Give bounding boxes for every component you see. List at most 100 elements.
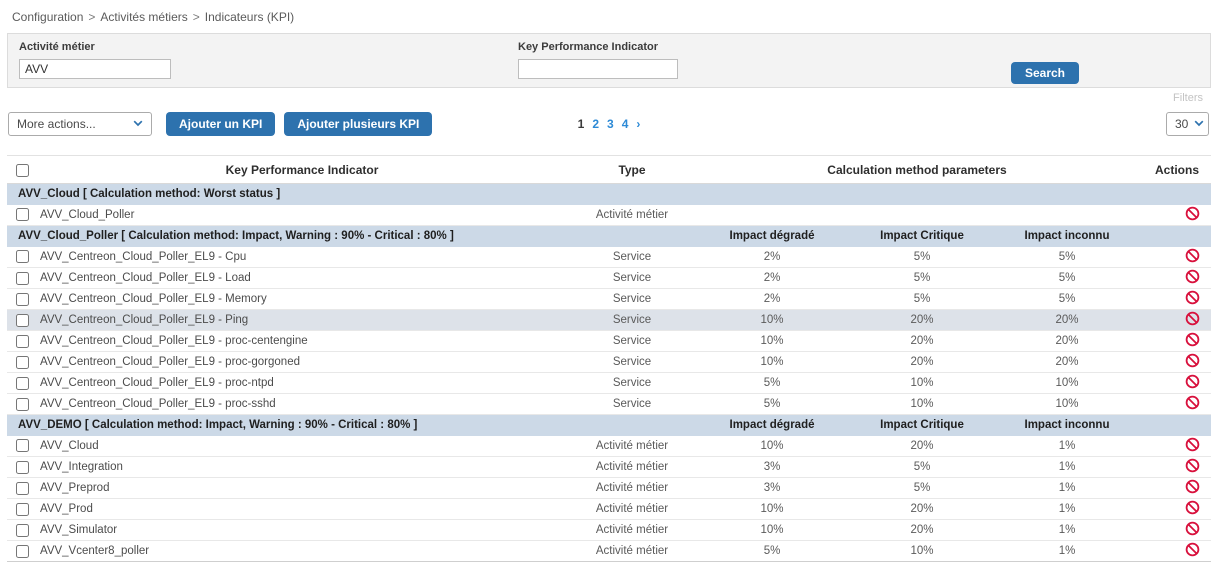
kpi-name-link[interactable]: AVV_Centreon_Cloud_Poller_EL9 - proc-cen… xyxy=(40,335,308,347)
filters-link[interactable]: Filters xyxy=(1173,92,1203,104)
search-button[interactable]: Search xyxy=(1010,62,1079,84)
kpi-name-link[interactable]: AVV_Integration xyxy=(40,461,123,473)
breadcrumb-configuration[interactable]: Configuration xyxy=(12,10,84,24)
kpi-name-cell: AVV_Simulator xyxy=(37,519,567,541)
impact-degrade-value: 2% xyxy=(697,267,847,289)
pagination-page-3[interactable]: 3 xyxy=(607,116,614,131)
kpi-name-cell: AVV_Centreon_Cloud_Poller_EL9 - proc-ntp… xyxy=(37,372,567,394)
delete-kpi-icon[interactable] xyxy=(1185,248,1200,263)
impact-critique-value: 20% xyxy=(847,351,997,373)
row-actions-cell xyxy=(1137,435,1211,457)
row-checkbox[interactable] xyxy=(16,271,29,285)
row-checkbox-cell xyxy=(7,393,37,415)
param-column-header: Impact dégradé xyxy=(697,225,847,247)
param-column-header: Impact Critique xyxy=(847,225,997,247)
impact-critique-value: 20% xyxy=(847,498,997,520)
row-checkbox[interactable] xyxy=(16,292,29,306)
pagination-next[interactable]: › xyxy=(636,116,641,131)
row-actions-cell xyxy=(1137,477,1211,499)
row-checkbox[interactable] xyxy=(16,502,29,516)
select-all-checkbox[interactable] xyxy=(16,163,29,177)
breadcrumb-activites-metiers[interactable]: Activités métiers xyxy=(100,10,188,24)
delete-kpi-icon[interactable] xyxy=(1185,542,1200,557)
row-checkbox[interactable] xyxy=(16,397,29,411)
column-header-type: Type xyxy=(567,155,697,184)
param-column-header xyxy=(997,183,1137,205)
pagination-page-2[interactable]: 2 xyxy=(592,116,599,131)
kpi-name-link[interactable]: AVV_Centreon_Cloud_Poller_EL9 - Load xyxy=(40,272,251,284)
pagination-page-4[interactable]: 4 xyxy=(621,116,629,131)
impact-inconnu-value: 1% xyxy=(997,456,1137,478)
activity-field-group: Activité métier xyxy=(19,41,171,79)
row-checkbox[interactable] xyxy=(16,250,29,264)
no-entry-icon xyxy=(1185,311,1200,326)
impact-critique-value: 5% xyxy=(847,246,997,268)
kpi-name-link[interactable]: AVV_Prod xyxy=(40,503,93,515)
group-actions-cell xyxy=(1137,225,1211,247)
kpi-name-link[interactable]: AVV_Cloud xyxy=(40,439,99,452)
delete-kpi-icon[interactable] xyxy=(1185,500,1200,515)
delete-kpi-icon[interactable] xyxy=(1185,395,1200,410)
kpi-table: Key Performance Indicator Type Calculati… xyxy=(7,155,1211,562)
delete-kpi-icon[interactable] xyxy=(1185,332,1200,347)
delete-kpi-icon[interactable] xyxy=(1185,437,1200,452)
row-checkbox[interactable] xyxy=(16,439,29,453)
kpi-name-link[interactable]: AVV_Centreon_Cloud_Poller_EL9 - proc-gor… xyxy=(40,356,300,368)
kpi-name-cell: AVV_Centreon_Cloud_Poller_EL9 - proc-ssh… xyxy=(37,393,567,415)
row-checkbox[interactable] xyxy=(16,544,29,558)
impact-inconnu-value: 5% xyxy=(997,246,1137,268)
row-checkbox[interactable] xyxy=(16,313,29,327)
kpi-name-link[interactable]: AVV_Centreon_Cloud_Poller_EL9 - Memory xyxy=(40,293,267,305)
delete-kpi-icon[interactable] xyxy=(1185,206,1200,221)
impact-critique-value: 5% xyxy=(847,456,997,478)
delete-kpi-icon[interactable] xyxy=(1185,353,1200,368)
delete-kpi-icon[interactable] xyxy=(1185,269,1200,284)
impact-critique-value: 10% xyxy=(847,393,997,415)
impact-inconnu-value: 5% xyxy=(997,267,1137,289)
chevron-down-icon xyxy=(133,120,143,127)
delete-kpi-icon[interactable] xyxy=(1185,374,1200,389)
delete-kpi-icon[interactable] xyxy=(1185,479,1200,494)
no-entry-icon xyxy=(1185,248,1200,263)
row-checkbox-cell xyxy=(7,204,37,226)
kpi-name-link[interactable]: AVV_Preprod xyxy=(40,482,110,494)
page-size-select[interactable]: 30 xyxy=(1166,111,1209,136)
kpi-row: AVV_Integration Activité métier 3% 5% 1% xyxy=(7,456,1211,478)
row-actions-cell xyxy=(1137,372,1211,394)
row-checkbox[interactable] xyxy=(16,355,29,369)
no-entry-icon xyxy=(1185,395,1200,410)
kpi-input[interactable] xyxy=(518,59,678,79)
activity-input[interactable] xyxy=(19,59,171,79)
kpi-group-header-row: AVV_DEMO [ Calculation method: Impact, W… xyxy=(7,414,1211,436)
kpi-name-link[interactable]: AVV_Centreon_Cloud_Poller_EL9 - Cpu xyxy=(40,250,247,263)
more-actions-select[interactable]: More actions... xyxy=(8,111,152,136)
row-checkbox[interactable] xyxy=(16,208,29,222)
kpi-name-link[interactable]: AVV_Centreon_Cloud_Poller_EL9 - Ping xyxy=(40,314,249,326)
kpi-name-link[interactable]: AVV_Vcenter8_poller xyxy=(40,545,150,557)
row-checkbox[interactable] xyxy=(16,376,29,390)
row-actions-cell xyxy=(1137,309,1211,331)
impact-degrade-value: 2% xyxy=(697,246,847,268)
delete-kpi-icon[interactable] xyxy=(1185,521,1200,536)
kpi-name-link[interactable]: AVV_Cloud_Poller xyxy=(40,208,135,221)
group-title: AVV_DEMO [ Calculation method: Impact, W… xyxy=(7,414,697,436)
param-column-header xyxy=(847,183,997,205)
row-checkbox[interactable] xyxy=(16,334,29,348)
row-checkbox[interactable] xyxy=(16,523,29,537)
chevron-down-icon xyxy=(1194,120,1204,127)
kpi-name-link[interactable]: AVV_Simulator xyxy=(40,524,118,536)
kpi-name-link[interactable]: AVV_Centreon_Cloud_Poller_EL9 - proc-ntp… xyxy=(40,377,274,389)
row-checkbox-cell xyxy=(7,351,37,373)
add-kpi-button[interactable]: Ajouter un KPI xyxy=(166,111,276,136)
delete-kpi-icon[interactable] xyxy=(1185,290,1200,305)
no-entry-icon xyxy=(1185,269,1200,284)
delete-kpi-icon[interactable] xyxy=(1185,458,1200,473)
impact-degrade-value: 10% xyxy=(697,351,847,373)
row-checkbox[interactable] xyxy=(16,460,29,474)
row-checkbox[interactable] xyxy=(16,481,29,495)
param-column-header: Impact dégradé xyxy=(697,414,847,436)
kpi-name-link[interactable]: AVV_Centreon_Cloud_Poller_EL9 - proc-ssh… xyxy=(40,398,276,410)
add-multiple-kpi-button[interactable]: Ajouter plusieurs KPI xyxy=(284,111,433,136)
delete-kpi-icon[interactable] xyxy=(1185,311,1200,326)
toolbar: More actions... Ajouter un KPI Ajouter p… xyxy=(8,111,1210,136)
